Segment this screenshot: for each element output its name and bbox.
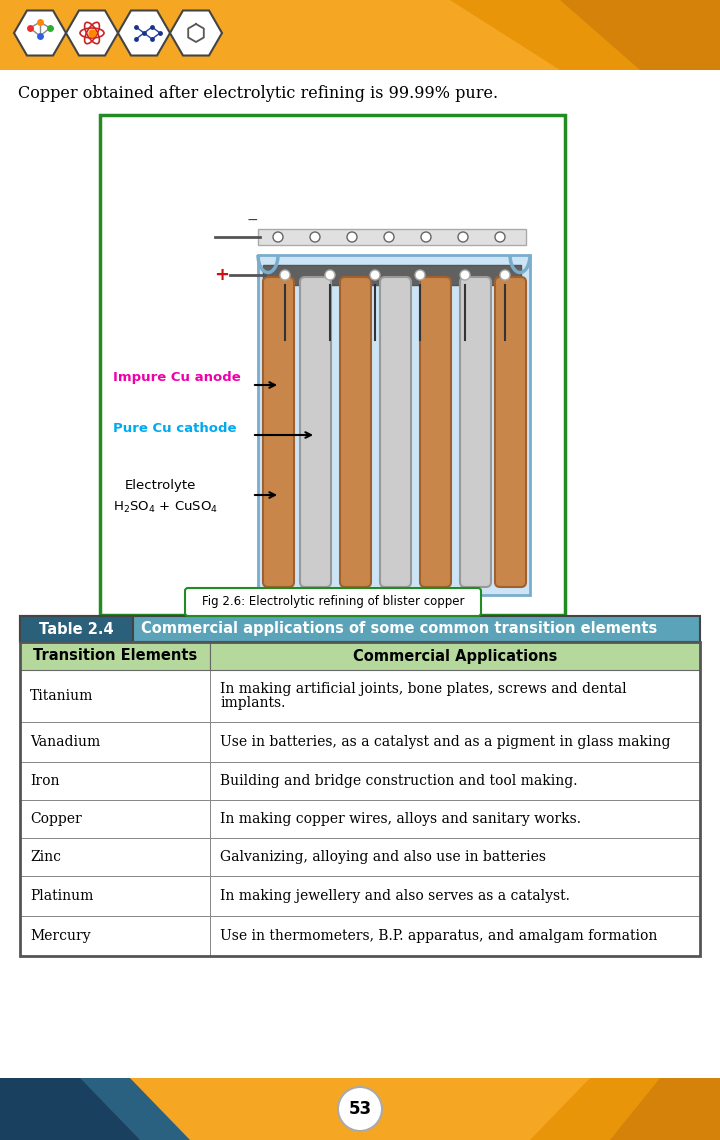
FancyBboxPatch shape [210, 722, 700, 762]
Text: +: + [215, 266, 230, 284]
FancyBboxPatch shape [20, 670, 210, 722]
Text: Mercury: Mercury [30, 929, 91, 943]
Text: −: − [246, 213, 258, 227]
Text: Transition Elements: Transition Elements [33, 649, 197, 663]
FancyBboxPatch shape [210, 670, 700, 722]
Circle shape [347, 233, 357, 242]
FancyBboxPatch shape [20, 642, 210, 670]
Text: Iron: Iron [30, 774, 60, 788]
FancyBboxPatch shape [210, 917, 700, 956]
FancyBboxPatch shape [20, 616, 700, 642]
Text: Galvanizing, alloying and also use in batteries: Galvanizing, alloying and also use in ba… [220, 850, 546, 864]
Circle shape [495, 233, 505, 242]
Circle shape [370, 270, 380, 280]
FancyBboxPatch shape [20, 800, 210, 838]
FancyBboxPatch shape [210, 838, 700, 876]
Circle shape [421, 233, 431, 242]
FancyBboxPatch shape [20, 917, 210, 956]
Text: implants.: implants. [220, 695, 285, 709]
Circle shape [273, 233, 283, 242]
Text: Use in batteries, as a catalyst and as a pigment in glass making: Use in batteries, as a catalyst and as a… [220, 735, 670, 749]
Polygon shape [0, 1078, 190, 1140]
FancyBboxPatch shape [258, 255, 530, 595]
FancyBboxPatch shape [420, 277, 451, 587]
FancyBboxPatch shape [210, 800, 700, 838]
FancyBboxPatch shape [20, 876, 210, 917]
Text: In making copper wires, alloys and sanitary works.: In making copper wires, alloys and sanit… [220, 812, 581, 826]
Text: Commercial Applications: Commercial Applications [353, 649, 557, 663]
Circle shape [338, 1088, 382, 1131]
FancyBboxPatch shape [185, 588, 481, 616]
Text: 53: 53 [348, 1100, 372, 1118]
FancyBboxPatch shape [263, 277, 294, 587]
FancyBboxPatch shape [210, 762, 700, 800]
Text: Impure Cu anode: Impure Cu anode [113, 372, 240, 384]
FancyBboxPatch shape [340, 277, 371, 587]
Circle shape [415, 270, 425, 280]
Text: Zinc: Zinc [30, 850, 61, 864]
FancyBboxPatch shape [460, 277, 491, 587]
Text: Fig 2.6: Electrolytic refining of blister copper: Fig 2.6: Electrolytic refining of bliste… [202, 595, 464, 609]
Circle shape [460, 270, 470, 280]
FancyBboxPatch shape [20, 838, 210, 876]
Circle shape [384, 233, 394, 242]
FancyBboxPatch shape [263, 264, 521, 285]
FancyBboxPatch shape [20, 722, 210, 762]
Circle shape [325, 270, 335, 280]
Polygon shape [0, 1078, 140, 1140]
FancyBboxPatch shape [20, 616, 133, 642]
FancyBboxPatch shape [300, 277, 331, 587]
Text: In making jewellery and also serves as a catalyst.: In making jewellery and also serves as a… [220, 889, 570, 903]
Text: H$_2$SO$_4$ + CuSO$_4$: H$_2$SO$_4$ + CuSO$_4$ [113, 499, 218, 514]
Polygon shape [560, 0, 720, 70]
Text: Vanadium: Vanadium [30, 735, 100, 749]
Text: Copper: Copper [30, 812, 82, 826]
Circle shape [310, 233, 320, 242]
Polygon shape [0, 0, 720, 70]
Polygon shape [530, 1078, 720, 1140]
Circle shape [458, 233, 468, 242]
Text: Building and bridge construction and tool making.: Building and bridge construction and too… [220, 774, 577, 788]
FancyBboxPatch shape [495, 277, 526, 587]
Polygon shape [610, 1078, 720, 1140]
FancyBboxPatch shape [210, 876, 700, 917]
Polygon shape [450, 0, 720, 70]
Text: Copper obtained after electrolytic refining is 99.99% pure.: Copper obtained after electrolytic refin… [18, 86, 498, 101]
Text: Pure Cu cathode: Pure Cu cathode [113, 422, 236, 434]
Text: Platinum: Platinum [30, 889, 94, 903]
Circle shape [500, 270, 510, 280]
FancyBboxPatch shape [100, 115, 565, 614]
Polygon shape [0, 1078, 720, 1140]
Text: In making artificial joints, bone plates, screws and dental: In making artificial joints, bone plates… [220, 683, 626, 697]
Text: Commercial applications of some common transition elements: Commercial applications of some common t… [141, 621, 657, 636]
Circle shape [280, 270, 290, 280]
Text: Electrolyte: Electrolyte [125, 480, 197, 492]
FancyBboxPatch shape [210, 642, 700, 670]
FancyBboxPatch shape [380, 277, 411, 587]
FancyBboxPatch shape [20, 762, 210, 800]
Text: Use in thermometers, B.P. apparatus, and amalgam formation: Use in thermometers, B.P. apparatus, and… [220, 929, 657, 943]
Text: Table 2.4: Table 2.4 [39, 621, 113, 636]
Text: Titanium: Titanium [30, 689, 94, 703]
FancyBboxPatch shape [258, 229, 526, 245]
